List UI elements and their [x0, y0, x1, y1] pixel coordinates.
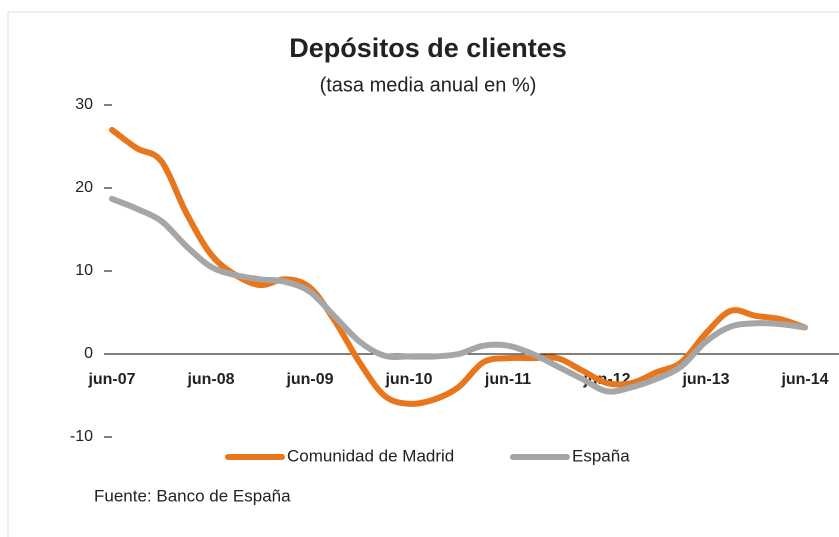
source: Fuente: Banco de España	[94, 486, 291, 505]
chart-subtitle: (tasa media anual en %)	[320, 74, 537, 96]
y-tick-label: 30	[75, 96, 93, 113]
x-tick-label: jun-08	[186, 371, 234, 388]
y-tick-label: 10	[75, 262, 93, 279]
chart-title: Depósitos de clientes	[289, 33, 567, 63]
x-tick-label: jun-14	[780, 371, 828, 388]
x-tick-label: jun-09	[285, 371, 333, 388]
y-tick-label: -10	[70, 428, 93, 445]
x-tick-label: jun-13	[681, 371, 729, 388]
x-tick-label: jun-10	[384, 371, 432, 388]
legend-label: Comunidad de Madrid	[287, 446, 454, 465]
y-tick-label: 20	[75, 179, 93, 196]
x-tick-label: jun-11	[484, 371, 531, 388]
x-tick-label: jun-07	[87, 371, 135, 388]
series-line	[109, 195, 808, 395]
y-tick-label: 0	[84, 345, 93, 362]
legend-label: España	[572, 446, 630, 465]
